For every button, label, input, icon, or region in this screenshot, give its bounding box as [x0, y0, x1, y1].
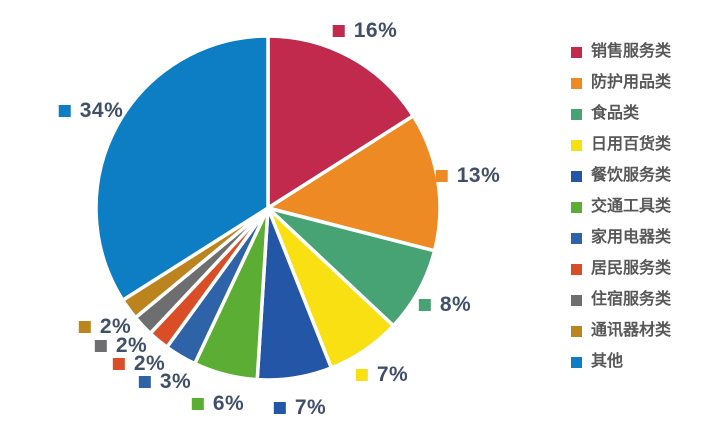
legend-label: 其他 — [591, 353, 624, 370]
legend-swatch-icon — [571, 294, 582, 306]
legend-swatch-icon — [571, 201, 582, 213]
legend-label: 日用百货类 — [591, 136, 672, 153]
legend-label: 餐饮服务类 — [591, 167, 672, 184]
legend-item: 通讯器材类 — [571, 321, 671, 341]
pie-slice — [94, 34, 270, 302]
pie-slice — [266, 34, 415, 210]
legend-swatch-icon — [571, 232, 582, 244]
legend-swatch-icon — [571, 139, 582, 151]
legend-swatch-icon — [571, 356, 582, 368]
legend-label: 通讯器材类 — [591, 322, 672, 339]
chart-legend: 销售服务类防护用品类食品类日用百货类餐饮服务类交通工具类家用电器类居民服务类住宿… — [571, 42, 671, 372]
legend-label: 居民服务类 — [591, 260, 672, 277]
legend-swatch-icon — [571, 263, 582, 275]
legend-swatch-icon — [571, 77, 582, 89]
legend-item: 食品类 — [571, 104, 671, 124]
legend-label: 食品类 — [591, 105, 640, 122]
legend-swatch-icon — [571, 325, 582, 337]
legend-swatch-icon — [571, 108, 582, 120]
legend-label: 防护用品类 — [591, 74, 672, 91]
legend-label: 交通工具类 — [591, 198, 672, 215]
legend-label: 家用电器类 — [591, 229, 672, 246]
legend-item: 餐饮服务类 — [571, 166, 671, 186]
legend-item: 日用百货类 — [571, 135, 671, 155]
legend-item: 居民服务类 — [571, 259, 671, 279]
legend-label: 销售服务类 — [591, 43, 672, 60]
legend-item: 住宿服务类 — [571, 290, 671, 310]
legend-label: 住宿服务类 — [591, 291, 672, 308]
legend-swatch-icon — [571, 170, 582, 182]
legend-item: 销售服务类 — [571, 42, 671, 62]
legend-item: 家用电器类 — [571, 228, 671, 248]
legend-swatch-icon — [571, 46, 582, 58]
legend-item: 防护用品类 — [571, 73, 671, 93]
legend-item: 其他 — [571, 352, 671, 372]
legend-item: 交通工具类 — [571, 197, 671, 217]
